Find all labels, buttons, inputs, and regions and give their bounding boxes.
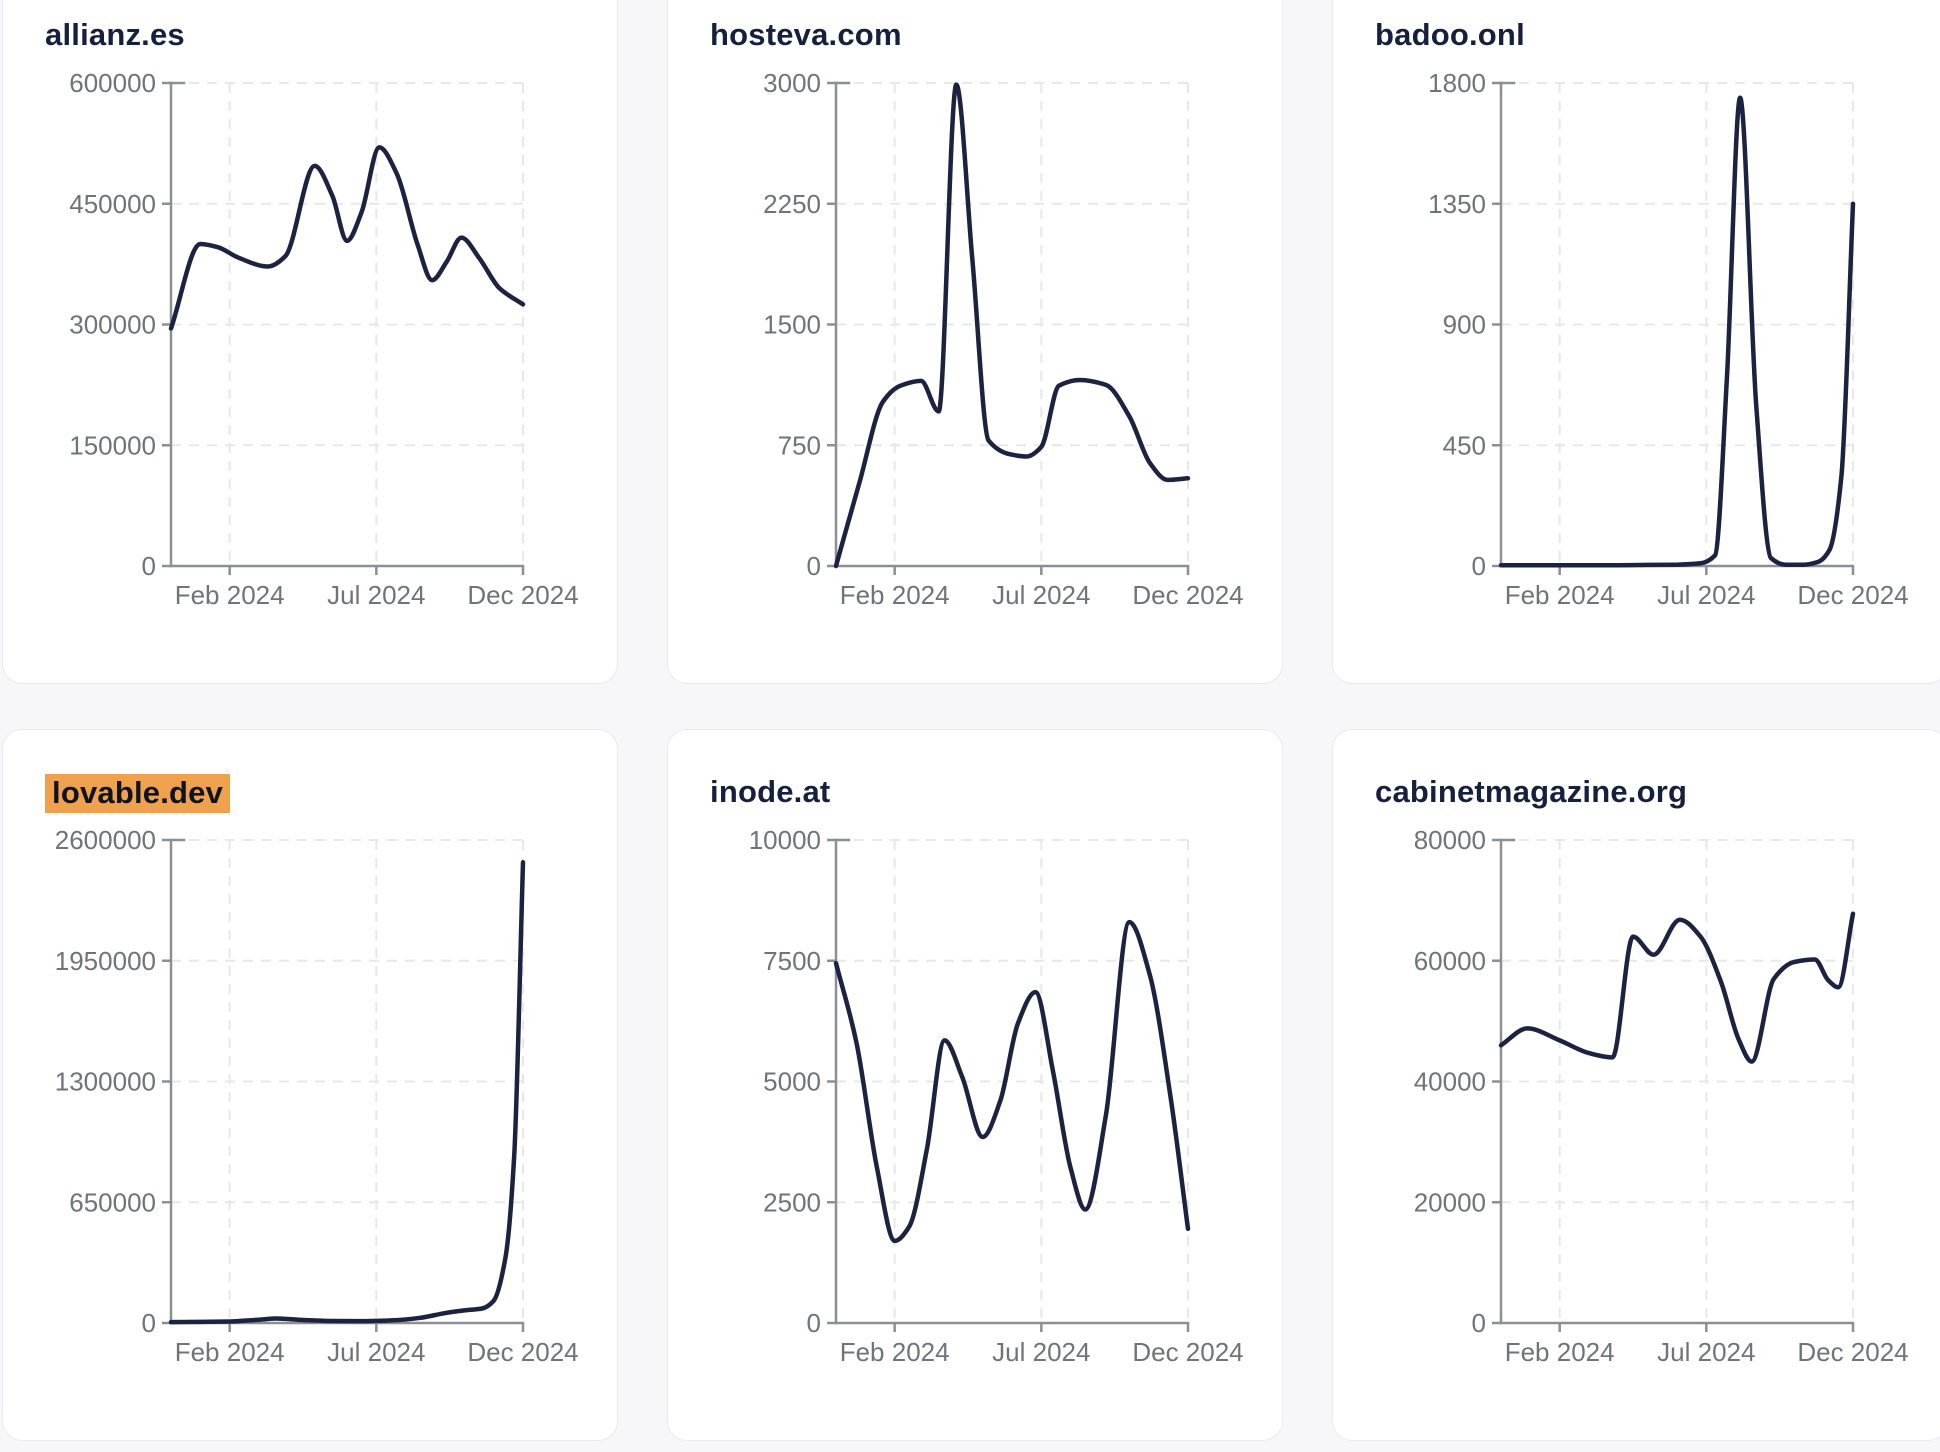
traffic-line-chart: 0 650000 1300000 1950000 2600000 Feb 2024 Jul … xyxy=(55,825,579,1367)
domain-chart-card-allianz[interactable]: allianz.es 0 150000 300000 450000 600000 Feb … xyxy=(2,0,618,684)
svg-text:1500: 1500 xyxy=(763,310,821,340)
svg-text:1800: 1800 xyxy=(1428,68,1486,98)
svg-text:0: 0 xyxy=(807,551,821,581)
domain-chart-card-hosteva[interactable]: hosteva.com 0 750 1500 2250 3000 Feb 2024 Jul … xyxy=(667,0,1283,684)
domain-name-label: cabinetmagazine.org xyxy=(1375,774,1688,809)
svg-text:Jul 2024: Jul 2024 xyxy=(327,1337,425,1367)
svg-text:40000: 40000 xyxy=(1414,1067,1486,1097)
traffic-line-chart: 0 450 900 1350 1800 Feb 2024 Jul 2024 Dec 2024 xyxy=(1428,68,1909,610)
svg-text:20000: 20000 xyxy=(1414,1187,1486,1217)
traffic-line-chart: 0 2500 5000 7500 10000 Feb 2024 Jul 2024 Dec 20… xyxy=(749,825,1244,1367)
domain-name-label: allianz.es xyxy=(45,17,185,52)
svg-text:10000: 10000 xyxy=(749,825,821,855)
svg-text:750: 750 xyxy=(778,430,821,460)
domain-title: badoo.onl xyxy=(1375,17,1525,53)
domain-name-label: hosteva.com xyxy=(710,17,902,52)
svg-text:450: 450 xyxy=(1443,430,1486,460)
domain-title: hosteva.com xyxy=(710,17,902,53)
svg-text:650000: 650000 xyxy=(69,1187,156,1217)
domain-chart-card-badoo[interactable]: badoo.onl 0 450 900 1350 1800 Feb 2024 Jul 202… xyxy=(1332,0,1940,684)
svg-text:0: 0 xyxy=(807,1308,821,1338)
svg-text:Feb 2024: Feb 2024 xyxy=(175,1337,285,1367)
svg-text:450000: 450000 xyxy=(69,189,156,219)
svg-text:Dec 2024: Dec 2024 xyxy=(1797,580,1908,610)
domain-chart-card-cabinetmagazine[interactable]: cabinetmagazine.org 0 20000 40000 60000 8000… xyxy=(1332,729,1940,1441)
traffic-line-chart: 0 750 1500 2250 3000 Feb 2024 Jul 2024 Dec 2024 xyxy=(763,68,1244,610)
svg-text:Jul 2024: Jul 2024 xyxy=(1657,1337,1755,1367)
svg-text:Dec 2024: Dec 2024 xyxy=(467,1337,578,1367)
svg-text:0: 0 xyxy=(1472,551,1486,581)
svg-text:Feb 2024: Feb 2024 xyxy=(175,580,285,610)
svg-text:Feb 2024: Feb 2024 xyxy=(1505,1337,1615,1367)
svg-text:Dec 2024: Dec 2024 xyxy=(1132,580,1243,610)
svg-text:2250: 2250 xyxy=(763,189,821,219)
domain-title: lovable.dev xyxy=(45,774,231,813)
svg-text:Feb 2024: Feb 2024 xyxy=(840,1337,950,1367)
svg-text:7500: 7500 xyxy=(763,946,821,976)
svg-text:3000: 3000 xyxy=(763,68,821,98)
svg-text:150000: 150000 xyxy=(69,430,156,460)
svg-text:Dec 2024: Dec 2024 xyxy=(467,580,578,610)
domain-title: allianz.es xyxy=(45,17,185,53)
svg-text:600000: 600000 xyxy=(69,68,156,98)
domain-name-label: inode.at xyxy=(710,774,831,809)
svg-text:60000: 60000 xyxy=(1414,946,1486,976)
domain-name-label: badoo.onl xyxy=(1375,17,1525,52)
svg-text:2600000: 2600000 xyxy=(55,825,156,855)
svg-text:0: 0 xyxy=(142,551,156,581)
svg-text:300000: 300000 xyxy=(69,310,156,340)
svg-text:1950000: 1950000 xyxy=(55,946,156,976)
svg-text:0: 0 xyxy=(142,1308,156,1338)
domain-title: inode.at xyxy=(710,774,830,810)
svg-text:2500: 2500 xyxy=(763,1187,821,1217)
svg-text:0: 0 xyxy=(1472,1308,1486,1338)
svg-text:Feb 2024: Feb 2024 xyxy=(1505,580,1615,610)
svg-text:1350: 1350 xyxy=(1428,189,1486,219)
svg-text:Jul 2024: Jul 2024 xyxy=(327,580,425,610)
svg-text:Dec 2024: Dec 2024 xyxy=(1132,1337,1243,1367)
svg-text:Jul 2024: Jul 2024 xyxy=(1657,580,1755,610)
svg-text:5000: 5000 xyxy=(763,1067,821,1097)
svg-text:80000: 80000 xyxy=(1414,825,1486,855)
domain-chart-card-inode[interactable]: inode.at 0 2500 5000 7500 10000 Feb 2024 Jul 2… xyxy=(667,729,1283,1441)
svg-text:Dec 2024: Dec 2024 xyxy=(1797,1337,1908,1367)
svg-text:1300000: 1300000 xyxy=(55,1067,156,1097)
traffic-line-chart: 0 150000 300000 450000 600000 Feb 2024 Jul 202… xyxy=(69,68,578,610)
svg-text:Feb 2024: Feb 2024 xyxy=(840,580,950,610)
svg-text:Jul 2024: Jul 2024 xyxy=(992,1337,1090,1367)
svg-text:900: 900 xyxy=(1443,310,1486,340)
domain-chart-card-lovable[interactable]: lovable.dev 0 650000 1300000 1950000 2600000… xyxy=(2,729,618,1441)
domain-title: cabinetmagazine.org xyxy=(1375,774,1687,810)
svg-text:Jul 2024: Jul 2024 xyxy=(992,580,1090,610)
traffic-line-chart: 0 20000 40000 60000 80000 Feb 2024 Jul 2024 Dec… xyxy=(1414,825,1909,1367)
domain-name-label-highlighted: lovable.dev xyxy=(45,774,231,813)
